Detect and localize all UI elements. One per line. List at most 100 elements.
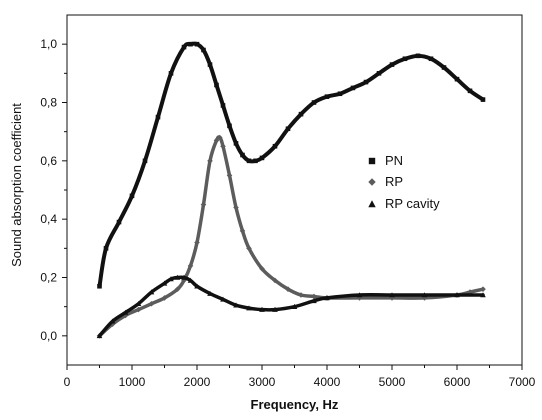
data-point: [363, 79, 369, 85]
data-point: [259, 155, 265, 161]
data-point: [454, 292, 460, 298]
data-point: [233, 302, 239, 308]
data-point: [389, 292, 395, 298]
x-tick-label: 6000: [444, 375, 471, 389]
data-point: [194, 239, 200, 246]
data-point: [246, 305, 252, 311]
x-tick-label: 5000: [379, 375, 406, 389]
data-point: [116, 219, 122, 225]
series-pn: [97, 41, 486, 289]
data-point: [324, 94, 330, 99]
y-tick-label: 1,0: [40, 37, 57, 51]
data-point: [272, 306, 278, 312]
data-point: [480, 286, 486, 292]
data-point: [220, 103, 226, 108]
data-point: [103, 246, 109, 251]
data-point: [155, 114, 161, 120]
data-point: [188, 41, 193, 47]
data-point: [142, 158, 148, 164]
data-point: [376, 71, 382, 76]
y-tick-label: 0,6: [40, 154, 57, 168]
data-point: [181, 44, 187, 50]
data-point: [207, 290, 213, 296]
data-point: [220, 296, 226, 302]
data-point: [356, 292, 363, 298]
data-point: [207, 158, 213, 164]
data-point: [421, 292, 428, 298]
data-point: [298, 111, 304, 117]
x-axis-title: Frequency, Hz: [251, 397, 339, 412]
data-point: [109, 318, 116, 324]
data-point: [480, 97, 486, 102]
data-point: [213, 137, 220, 144]
data-point: [207, 62, 213, 67]
data-point: [298, 292, 304, 298]
data-point: [285, 126, 291, 132]
x-tick-label: 2000: [184, 375, 211, 389]
y-tick-label: 0,4: [40, 212, 57, 226]
data-point: [96, 333, 103, 339]
data-point: [214, 82, 219, 88]
legend-marker: [368, 178, 376, 186]
y-tick-label: 0,2: [40, 271, 57, 285]
data-point: [97, 283, 102, 289]
x-tick-label: 3000: [249, 375, 276, 389]
legend-item-rp: RP: [368, 174, 403, 189]
data-point: [168, 71, 174, 76]
series-rp-cavity: [96, 274, 486, 339]
data-point: [129, 193, 135, 199]
data-point: [291, 303, 298, 309]
series-layer: [96, 41, 486, 339]
data-point: [253, 158, 258, 164]
data-point: [272, 277, 278, 284]
data-point: [402, 56, 408, 62]
data-point: [187, 277, 194, 283]
series-rp: [96, 134, 486, 339]
y-tick-label: 0,0: [40, 329, 57, 343]
data-point: [239, 228, 246, 234]
data-point: [148, 289, 155, 295]
data-point: [174, 274, 181, 280]
data-point: [200, 201, 207, 208]
data-point: [220, 143, 226, 150]
data-point: [201, 47, 206, 53]
data-point: [311, 293, 317, 300]
data-point: [246, 245, 252, 252]
data-point: [480, 292, 486, 298]
data-point: [272, 143, 278, 149]
data-point: [161, 280, 168, 286]
data-point: [174, 286, 181, 292]
x-tick-label: 7000: [509, 375, 536, 389]
legend-item-rp-cavity: RP cavity: [368, 196, 440, 211]
data-point: [226, 172, 233, 179]
legend-label: PN: [385, 153, 403, 168]
data-point: [337, 91, 343, 97]
data-point: [324, 295, 330, 301]
data-point: [194, 41, 200, 47]
data-point: [194, 283, 200, 289]
x-axis-ticks: 0 1000 2000 3000 4000 5000 6000 7000: [64, 365, 536, 389]
data-point: [246, 158, 252, 164]
data-point: [135, 306, 142, 313]
data-point: [216, 134, 223, 141]
legend-label: RP cavity: [385, 196, 440, 211]
x-tick-label: 0: [64, 375, 71, 389]
data-point: [415, 53, 421, 59]
data-point: [350, 85, 356, 91]
data-point: [259, 306, 265, 312]
data-point: [285, 286, 291, 292]
legend-item-pn: PN: [368, 153, 403, 168]
data-point: [240, 152, 245, 158]
data-point: [161, 295, 168, 301]
data-point: [148, 300, 155, 307]
data-point: [428, 56, 434, 62]
legend-marker: [368, 157, 376, 165]
data-point: [259, 265, 265, 272]
y-axis-title: Sound absorption coefficient: [9, 103, 24, 267]
data-point: [233, 204, 239, 211]
data-point: [467, 88, 473, 94]
data-point: [187, 263, 194, 269]
data-point: [311, 100, 317, 105]
y-axis-ticks: 0,0 0,2 0,4 0,6 0,8 1,0: [40, 37, 67, 343]
